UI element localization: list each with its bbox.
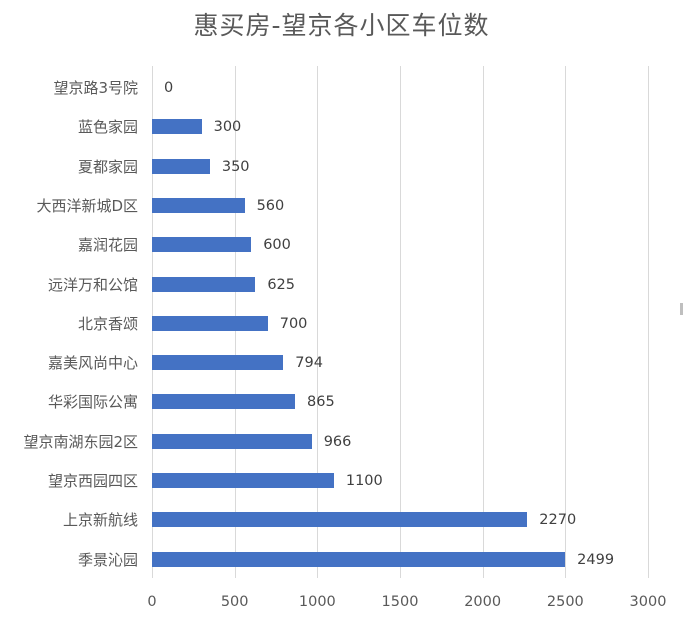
data-label: 2499 — [577, 551, 615, 568]
edge-marker — [680, 303, 683, 315]
data-label: 1100 — [345, 473, 383, 489]
category-label: 大西洋新城D区 — [36, 196, 138, 215]
gridline — [317, 66, 319, 578]
gridline — [565, 66, 567, 578]
bar — [152, 315, 268, 331]
chart-title: 惠买房-望京各小区车位数 — [193, 11, 490, 40]
x-tick-label: 0 — [147, 594, 157, 610]
gridline — [648, 66, 649, 578]
bar — [152, 276, 256, 292]
data-label: 625 — [267, 276, 296, 293]
category-label: 望京路3号院 — [53, 79, 138, 97]
data-label: 600 — [263, 237, 291, 254]
bar — [152, 237, 252, 253]
category-label: 嘉润花园 — [77, 236, 138, 255]
data-label: 350 — [221, 158, 250, 175]
x-tick-label: 2000 — [464, 594, 502, 610]
bar — [152, 473, 334, 488]
category-label: 嘉美风尚中心 — [47, 354, 138, 373]
category-label: 远洋万和公馆 — [47, 275, 138, 294]
data-label: 0 — [164, 80, 174, 96]
category-label: 季景沁园 — [77, 550, 138, 569]
category-label: 华彩国际公寓 — [47, 393, 138, 412]
data-label: 865 — [307, 394, 335, 411]
data-label: 794 — [295, 355, 323, 372]
data-label: 300 — [213, 119, 242, 136]
bar — [152, 197, 245, 213]
bar — [152, 119, 202, 135]
bar — [152, 158, 210, 174]
bar — [152, 551, 566, 567]
gridline — [482, 66, 484, 578]
gridline — [400, 66, 401, 578]
category-label: 蓝色家园 — [77, 118, 138, 137]
x-tick-label: 1500 — [381, 594, 419, 610]
category-label: 望京西园四区 — [47, 472, 138, 490]
bar — [152, 512, 528, 528]
data-label: 966 — [323, 433, 352, 450]
bar — [152, 433, 312, 449]
x-tick-label: 3000 — [629, 594, 667, 610]
data-label: 560 — [256, 197, 285, 214]
x-tick-label: 1000 — [298, 594, 336, 610]
category-label: 夏都家园 — [77, 157, 138, 176]
data-label: 700 — [279, 315, 308, 332]
category-label: 北京香颂 — [77, 314, 138, 333]
data-label: 2270 — [539, 512, 577, 529]
plot-area: 望京路3号院 0 蓝色家园 300 夏都家园 350 大西洋新城D区 560 嘉润花园 600 远洋… — [23, 66, 649, 578]
category-label: 望京南湖东园2区 — [23, 432, 138, 451]
bar — [152, 355, 284, 371]
bar — [152, 394, 295, 410]
x-tick-label: 2500 — [546, 594, 584, 610]
category-label: 上京新航线 — [62, 511, 138, 530]
x-tick-label: 500 — [220, 594, 249, 610]
